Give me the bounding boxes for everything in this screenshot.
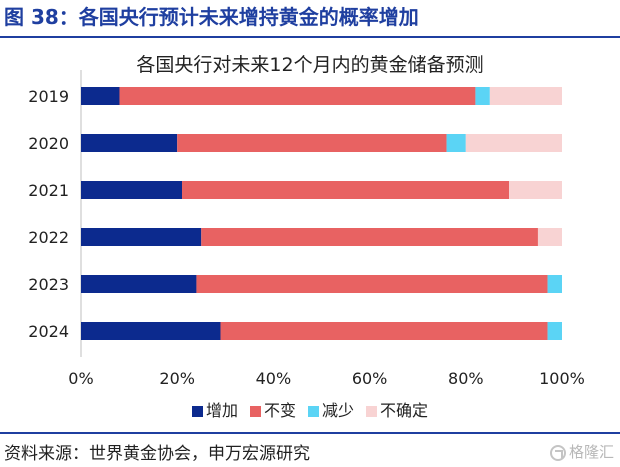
bar-segment [81, 181, 183, 199]
bar-segment [547, 275, 562, 293]
y-tick-label: 2021 [28, 181, 69, 200]
y-tick-label: 2023 [28, 275, 69, 294]
y-tick-label: 2020 [28, 134, 69, 153]
bar-segment [201, 228, 538, 246]
bar-segment [81, 275, 197, 293]
legend-label: 不变 [263, 401, 296, 420]
x-tick-label: 40% [256, 369, 292, 388]
legend-item: 增加 [191, 397, 238, 421]
bar-segment [119, 87, 476, 105]
legend-label: 减少 [322, 401, 355, 420]
legend-item: 不变 [249, 397, 296, 421]
x-tick-label: 80% [448, 369, 484, 388]
legend-swatch [249, 406, 261, 417]
header-divider [0, 36, 620, 38]
bar-segment [196, 275, 548, 293]
watermark: 格隆汇 [549, 441, 614, 462]
source-note: 资料来源：世界黄金协会，申万宏源研究 [4, 444, 310, 464]
x-tick-label: 60% [352, 369, 388, 388]
bar-segment [509, 181, 562, 199]
footer-divider [0, 432, 620, 434]
bar-segment [177, 134, 447, 152]
y-tick-label: 2024 [28, 322, 69, 341]
bar-segment [220, 322, 548, 340]
x-tick-label: 0% [68, 369, 93, 388]
chart-title: 各国央行对未来12个月内的黄金储备预测 [136, 54, 484, 76]
legend-swatch [191, 406, 203, 417]
legend-swatch [366, 406, 378, 417]
legend-label: 增加 [205, 401, 238, 420]
bar-segment [547, 322, 562, 340]
bar-segment [81, 134, 178, 152]
x-tick-label: 100% [539, 369, 585, 388]
y-tick-label: 2022 [28, 228, 69, 247]
y-tick-label: 2019 [28, 87, 69, 106]
legend-label: 不确定 [380, 401, 429, 420]
legend-item: 减少 [308, 397, 354, 421]
x-tick-label: 20% [159, 369, 195, 388]
bar-segment [489, 87, 562, 105]
bar-segment [446, 134, 466, 152]
bar-segment [475, 87, 490, 105]
watermark-logo-icon [549, 445, 566, 461]
bar-segment [182, 181, 510, 199]
bar-segment [81, 322, 221, 340]
bar-segment [81, 228, 202, 246]
watermark-text: 格隆汇 [568, 443, 614, 461]
bar-segment [81, 87, 120, 105]
legend-item: 不确定 [366, 397, 428, 421]
bar-segment [465, 134, 562, 152]
bar-segment [537, 228, 562, 246]
legend-swatch [308, 406, 319, 417]
figure-title: 图 38：各国央行预计未来增持黄金的概率增加 [4, 5, 419, 29]
chart-legend: 增加 不变 减少 不确定 [0, 397, 620, 421]
